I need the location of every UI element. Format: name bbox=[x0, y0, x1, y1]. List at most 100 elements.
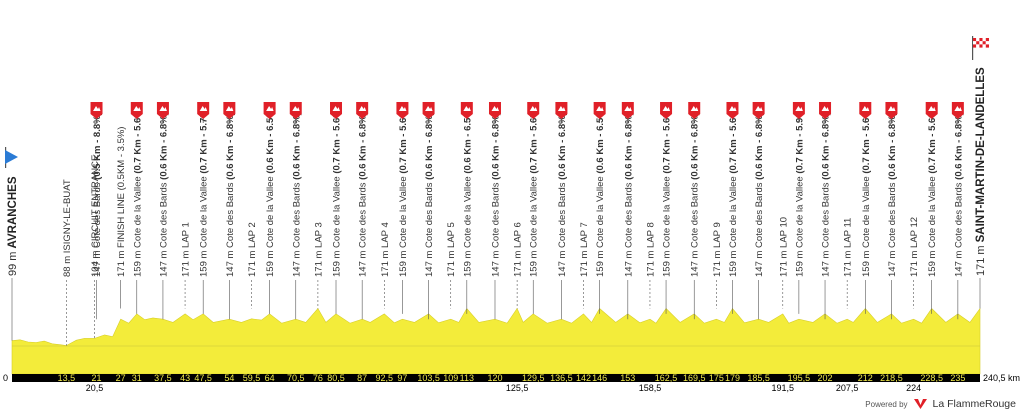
lap-label: 171 m LAP 8 bbox=[645, 222, 656, 277]
km-tick-label: 80,5 bbox=[327, 373, 345, 383]
lap-label: 171 m LAP 3 bbox=[313, 222, 324, 277]
climb-marker-icon bbox=[792, 102, 805, 119]
climb-label: 147 m Cote des Bards (0.6 Km - 6.8%) bbox=[754, 112, 765, 277]
climb-marker-icon bbox=[422, 102, 435, 119]
mountain-glyph bbox=[133, 106, 141, 111]
climb-marker-icon bbox=[330, 102, 343, 119]
mountain-glyph bbox=[266, 106, 274, 111]
climb-marker-icon bbox=[130, 102, 143, 119]
climb-marker-icon bbox=[488, 102, 501, 119]
mountain-glyph bbox=[491, 106, 499, 111]
climb-label: 159 m Cote de la Vallee (0.7 Km - 5.6%) bbox=[398, 106, 409, 277]
mountain-glyph bbox=[728, 106, 737, 111]
climb-marker-icon bbox=[527, 102, 540, 119]
mountain-glyph bbox=[954, 106, 962, 111]
finish-flag-square bbox=[973, 44, 977, 48]
finish-flag-icon bbox=[973, 38, 989, 48]
km-tick-label: 64 bbox=[265, 373, 275, 383]
climb-marker-icon bbox=[688, 102, 701, 119]
km-tick-label: 43 bbox=[180, 373, 190, 383]
climb-marker-icon bbox=[223, 102, 236, 119]
finish-flag-square bbox=[982, 38, 986, 42]
km-tick-label: 54 bbox=[224, 373, 234, 383]
lap-label: 171 m LAP 12 bbox=[909, 217, 920, 277]
km-tick-label: 97 bbox=[397, 373, 407, 383]
mountain-glyph bbox=[398, 106, 407, 111]
climb-label: 147 m Cote des Bards (0.6 Km - 6.8%) bbox=[821, 112, 832, 277]
axis-total-label: 240,5 km bbox=[983, 373, 1020, 383]
climb-label: 147 m Cote des Bards (0.6 Km - 6.8%) bbox=[490, 112, 501, 277]
mountain-glyph bbox=[463, 106, 471, 111]
mountain-glyph bbox=[159, 106, 167, 111]
finish-flag-square bbox=[985, 38, 989, 42]
climb-marker-icon bbox=[263, 102, 276, 119]
mountain-glyph bbox=[887, 106, 896, 111]
km-tick-label: 136,5 bbox=[550, 373, 573, 383]
mountain-glyph bbox=[93, 106, 101, 111]
climb-marker-icon bbox=[859, 102, 872, 119]
lap-label: 171 m LAP 6 bbox=[513, 222, 524, 277]
climb-marker-icon bbox=[819, 102, 832, 119]
climb-label: 159 m Cote de la Vallee (0.7 Km - 5.6%) bbox=[728, 106, 739, 277]
lap-label: 171 m LAP 11 bbox=[843, 218, 854, 277]
km-tick-label: 47,5 bbox=[194, 373, 212, 383]
finish-flag-square bbox=[973, 41, 977, 45]
km-tick-label: 129,5 bbox=[522, 373, 545, 383]
brand-label: La FlammeRouge bbox=[932, 398, 1016, 410]
finish-flag-square bbox=[985, 44, 989, 48]
mountain-glyph bbox=[557, 106, 566, 111]
finish-flag-square bbox=[979, 38, 983, 42]
km-tick-label: 103,5 bbox=[417, 373, 440, 383]
climb-marker-icon bbox=[90, 102, 103, 119]
finish-flag-square bbox=[979, 41, 983, 45]
climb-label: 147 m Cote des Bards (0.6 Km - 6.8%) bbox=[424, 112, 435, 277]
finish-flag-square bbox=[985, 41, 989, 45]
climb-label: 159 m Cote de la Vallee (0.7 Km - 5.6%) bbox=[927, 106, 938, 277]
km-tick-label: 70,5 bbox=[287, 373, 305, 383]
km-tick-label: 228,5 bbox=[920, 373, 943, 383]
km-tick-label: 235 bbox=[950, 373, 965, 383]
climb-label: 159 m Cote de la Vallee (0.6 Km - 6.5%) bbox=[265, 106, 276, 277]
km-tick-label: 21 bbox=[92, 373, 102, 383]
climb-label: 147 m Cote des Bards (0.6 Km - 6.8%) bbox=[358, 112, 369, 277]
axis-start-label: 0 bbox=[3, 373, 8, 383]
finish-flag-square bbox=[982, 41, 986, 45]
km-tick-label: 158,5 bbox=[639, 383, 662, 393]
town-label: 88 m ISIGNY-LE-BUAT bbox=[62, 179, 73, 277]
climb-marker-icon bbox=[925, 102, 938, 119]
start-flag-icon bbox=[5, 150, 18, 164]
km-tick-label: 179 bbox=[725, 373, 740, 383]
climb-label: 147 m Cote des Bards (0.6 Km - 6.8%) bbox=[623, 112, 634, 277]
climb-label: 159 m Cote de la Vallee (0.7 Km - 5.6%) bbox=[529, 106, 540, 277]
flame-logo-icon bbox=[913, 399, 927, 409]
km-tick-label: 162,5 bbox=[655, 373, 678, 383]
climb-marker-icon bbox=[460, 102, 473, 119]
mountain-glyph bbox=[529, 106, 538, 111]
climb-label: 147 m Cote des Bards (0.6 Km - 6.8%) bbox=[690, 112, 701, 277]
finish-label: 171 m SAINT-MARTIN-DE-LANDELLES bbox=[975, 67, 987, 276]
climb-label: 159 m Cote de la Vallee (0.7 Km - 5.7%) bbox=[199, 106, 210, 277]
mountain-glyph bbox=[624, 106, 632, 111]
climb-marker-icon bbox=[885, 102, 898, 119]
start-label: 99 m AVRANCHES bbox=[7, 176, 19, 276]
finish-flag-square bbox=[982, 44, 986, 48]
climb-marker-icon bbox=[555, 102, 568, 119]
mountain-glyph bbox=[358, 106, 367, 111]
km-tick-label: 207,5 bbox=[836, 383, 859, 393]
km-tick-label: 224 bbox=[906, 383, 921, 393]
km-tick-label: 120 bbox=[487, 373, 502, 383]
climb-marker-icon bbox=[951, 102, 964, 119]
climb-label: 159 m Cote de la Vallee (0.7 Km - 5.6%) bbox=[861, 106, 872, 277]
km-tick-label: 37,5 bbox=[154, 373, 172, 383]
km-tick-label: 185,5 bbox=[747, 373, 770, 383]
climb-label: 159 m Cote de la Vallee (0.6 Km - 6.5%) bbox=[595, 106, 606, 277]
km-tick-label: 175 bbox=[709, 373, 724, 383]
footer: Powered by La FlammeRouge bbox=[865, 398, 1016, 410]
climb-label: 159 m Cote de la Vallee (0.7 Km - 5.6%) bbox=[332, 106, 343, 277]
mountain-glyph bbox=[795, 106, 803, 111]
km-tick-label: 146 bbox=[592, 373, 607, 383]
finish-flag-square bbox=[976, 38, 980, 42]
km-tick-label: 76 bbox=[313, 373, 323, 383]
finish-flag-square bbox=[979, 44, 983, 48]
km-tick-label: 20,5 bbox=[86, 383, 104, 393]
